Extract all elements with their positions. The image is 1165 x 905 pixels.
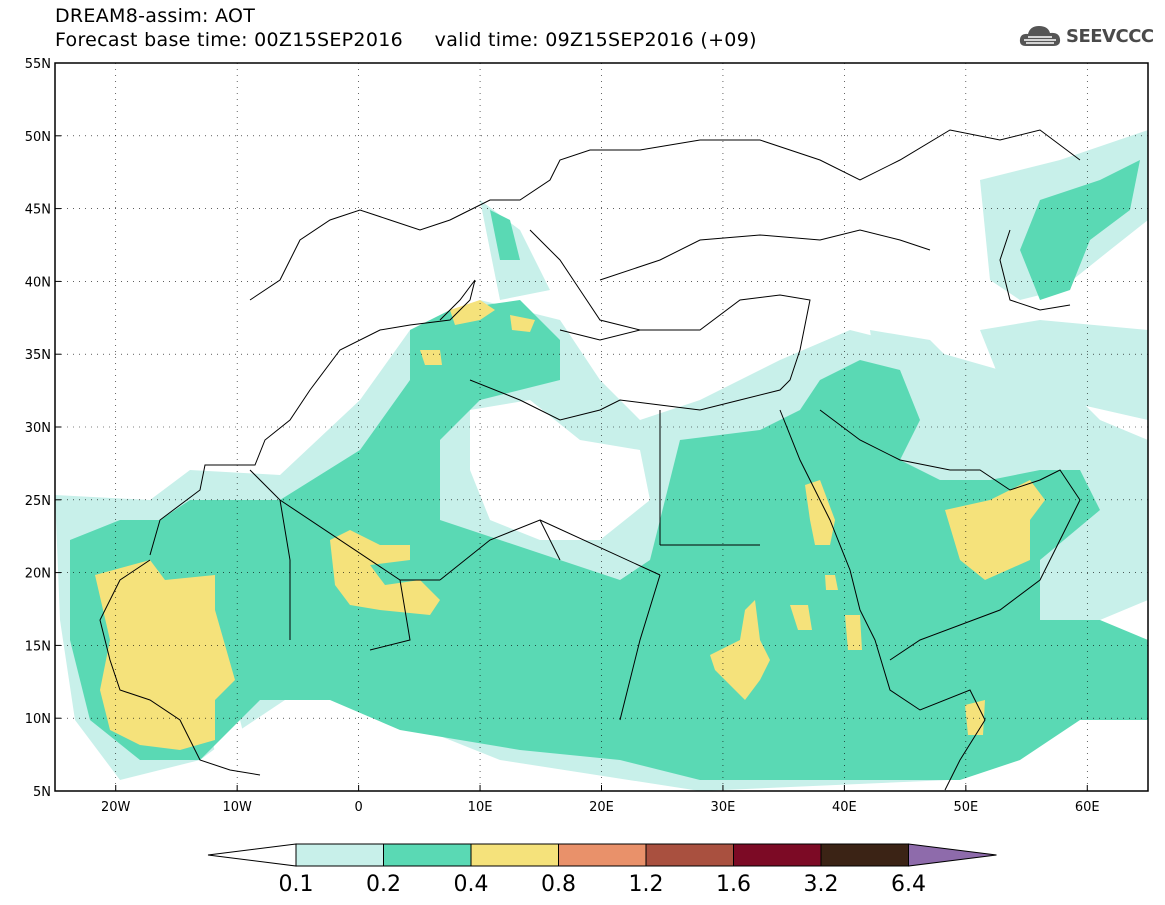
x-tick-label: 40E — [832, 800, 857, 815]
colorbar-upper-arrow — [909, 844, 997, 866]
x-tick-label: 20W — [101, 800, 131, 815]
y-tick-label: 25N — [25, 494, 51, 509]
colorbar-label: 1.2 — [629, 872, 664, 897]
y-tick-label: 55N — [25, 57, 51, 72]
colorbar-label: 0.8 — [541, 872, 576, 897]
y-tick-label: 50N — [25, 130, 51, 145]
y-tick-label: 35N — [25, 348, 51, 363]
x-tick-label: 10E — [468, 800, 493, 815]
x-tick-label: 30E — [711, 800, 736, 815]
colorbar-band — [646, 844, 734, 866]
colorbar-label: 6.4 — [891, 872, 926, 897]
colorbar-band — [821, 844, 909, 866]
y-tick-label: 45N — [25, 203, 51, 218]
colorbar-band — [384, 844, 472, 866]
y-tick-label: 15N — [25, 639, 51, 654]
colorbar-band — [734, 844, 822, 866]
colorbar-band — [559, 844, 647, 866]
colorbar-band — [471, 844, 559, 866]
colorbar-label: 3.2 — [804, 872, 839, 897]
x-tick-label: 50E — [953, 800, 978, 815]
colorbar-label: 0.4 — [454, 872, 489, 897]
y-tick-label: 30N — [25, 421, 51, 436]
longitude-ticks: 20W 10W 0 10E 20E 30E 40E 50E 60E — [101, 785, 1100, 815]
x-tick-label: 10W — [222, 800, 252, 815]
x-tick-label: 0 — [354, 800, 362, 815]
colorbar-label: 1.6 — [716, 872, 751, 897]
x-tick-label: 20E — [589, 800, 614, 815]
colorbar-label: 0.1 — [279, 872, 314, 897]
y-tick-label: 5N — [33, 785, 51, 800]
y-tick-label: 20N — [25, 567, 51, 582]
y-tick-label: 10N — [25, 712, 51, 727]
y-tick-label: 40N — [25, 275, 51, 290]
x-tick-label: 60E — [1075, 800, 1100, 815]
colorbar-band — [296, 844, 384, 866]
colorbar-lower-arrow — [208, 844, 296, 866]
colorbar — [208, 844, 997, 866]
colorbar-label: 0.2 — [366, 872, 401, 897]
